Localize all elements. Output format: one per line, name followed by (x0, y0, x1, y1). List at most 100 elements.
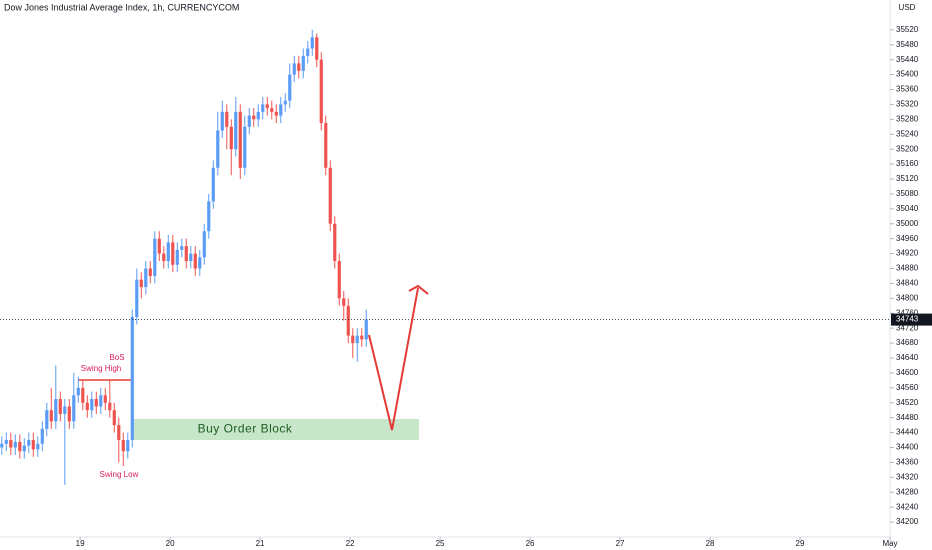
candle-body (166, 242, 170, 262)
candle-body (36, 443, 40, 450)
x-tick-label: 22 (346, 539, 355, 548)
candle-body (220, 111, 224, 131)
candle-body (252, 115, 256, 120)
candle-body (225, 111, 229, 127)
x-tick-label: May (882, 539, 897, 548)
candle-body (238, 111, 242, 168)
candle-body (99, 395, 103, 407)
candle-body (103, 395, 107, 403)
order-block-label: Buy Order Block (198, 422, 293, 436)
order-block-zone (131, 419, 419, 440)
arrow-head (408, 284, 429, 295)
candle-body (139, 279, 143, 288)
candle-body (243, 126, 247, 168)
candle-body (279, 104, 283, 116)
candle-body (94, 399, 98, 407)
x-tick-label: 27 (616, 539, 625, 548)
candle-body (364, 319, 368, 340)
y-tick-label: 34520 (896, 398, 919, 407)
swing-low-label: Swing Low (100, 470, 139, 479)
projection-arrow (368, 287, 419, 431)
candle-body (270, 108, 274, 112)
candle-body (22, 445, 26, 452)
y-tick-label: 35240 (896, 129, 919, 138)
candle-body (229, 126, 233, 150)
candle-body (234, 111, 238, 150)
candle-body (162, 253, 166, 262)
candle-body (310, 37, 314, 49)
candle-body (27, 440, 31, 446)
candle-body (72, 395, 76, 422)
candle-body (189, 253, 193, 262)
candle-body (301, 55, 305, 71)
candle-body (45, 410, 49, 429)
chart-title: Dow Jones Industrial Average Index, 1h, … (4, 2, 239, 12)
y-tick-label: 34400 (896, 443, 919, 452)
candle-body (67, 406, 71, 422)
candle-body (121, 440, 125, 452)
y-tick-label: 35160 (896, 159, 919, 168)
x-tick-label: 29 (796, 539, 805, 548)
swing-high-label: Swing High (81, 364, 121, 373)
candle-body (319, 59, 323, 124)
candle-body (9, 440, 13, 448)
y-tick-label: 34200 (896, 517, 919, 526)
x-tick-label: 26 (526, 539, 535, 548)
candle-body (292, 63, 296, 75)
candles (0, 29, 890, 485)
candle-body (63, 406, 67, 414)
candle-body (76, 387, 80, 396)
y-tick-label: 34280 (896, 487, 919, 496)
y-tick-label: 34760 (896, 308, 919, 317)
y-tick-label: 35200 (896, 144, 919, 153)
axes: 34200 34240 34280 34320 34360 34400 34440 34480… (76, 25, 932, 548)
y-tick-label: 34640 (896, 353, 919, 362)
candle-body (355, 335, 359, 344)
y-tick-label: 34960 (896, 234, 919, 243)
candle-body (148, 268, 152, 276)
bos-label: BoS (109, 353, 124, 362)
candle-body (175, 249, 179, 265)
y-tick-label: 35120 (896, 174, 919, 183)
y-tick-label: 35400 (896, 70, 919, 79)
y-tick-label: 34920 (896, 249, 919, 258)
x-tick-label: 20 (166, 539, 175, 548)
candle-body (351, 335, 355, 344)
candle-body (112, 410, 116, 426)
candle-body (306, 48, 310, 56)
candle-body (157, 238, 161, 254)
candle-body (211, 167, 215, 202)
candle-body (207, 201, 211, 232)
candle-body (198, 257, 202, 269)
last-price-box (891, 313, 932, 326)
candle-body (333, 223, 337, 262)
candle-body (360, 335, 364, 340)
x-tick-label: 25 (436, 539, 445, 548)
candle-body (130, 316, 134, 441)
candle-body (13, 441, 17, 448)
candle-body (81, 387, 85, 403)
candle-body (315, 37, 319, 60)
candle-body (288, 74, 292, 101)
candle-body (193, 253, 197, 269)
candle-body (18, 441, 22, 452)
candle-body (153, 238, 157, 276)
candle-body (328, 167, 332, 224)
y-tick-label: 35080 (896, 189, 919, 198)
candle-body (324, 123, 328, 168)
y-tick-label: 34800 (896, 293, 919, 302)
candle-body (31, 440, 35, 450)
y-tick-label: 34440 (896, 428, 919, 437)
y-tick-label: 35440 (896, 55, 919, 64)
y-tick-label: 35040 (896, 204, 919, 213)
x-tick-label: 21 (256, 539, 265, 548)
candle-body (4, 440, 8, 444)
y-tick-label: 34600 (896, 368, 919, 377)
currency-label: USD (899, 3, 916, 12)
candle-body (265, 104, 269, 109)
candle-body (180, 246, 184, 250)
y-tick-label: 35000 (896, 219, 919, 228)
candle-body (108, 402, 112, 411)
x-tick-label: 19 (76, 539, 85, 548)
candle-body (126, 440, 130, 452)
